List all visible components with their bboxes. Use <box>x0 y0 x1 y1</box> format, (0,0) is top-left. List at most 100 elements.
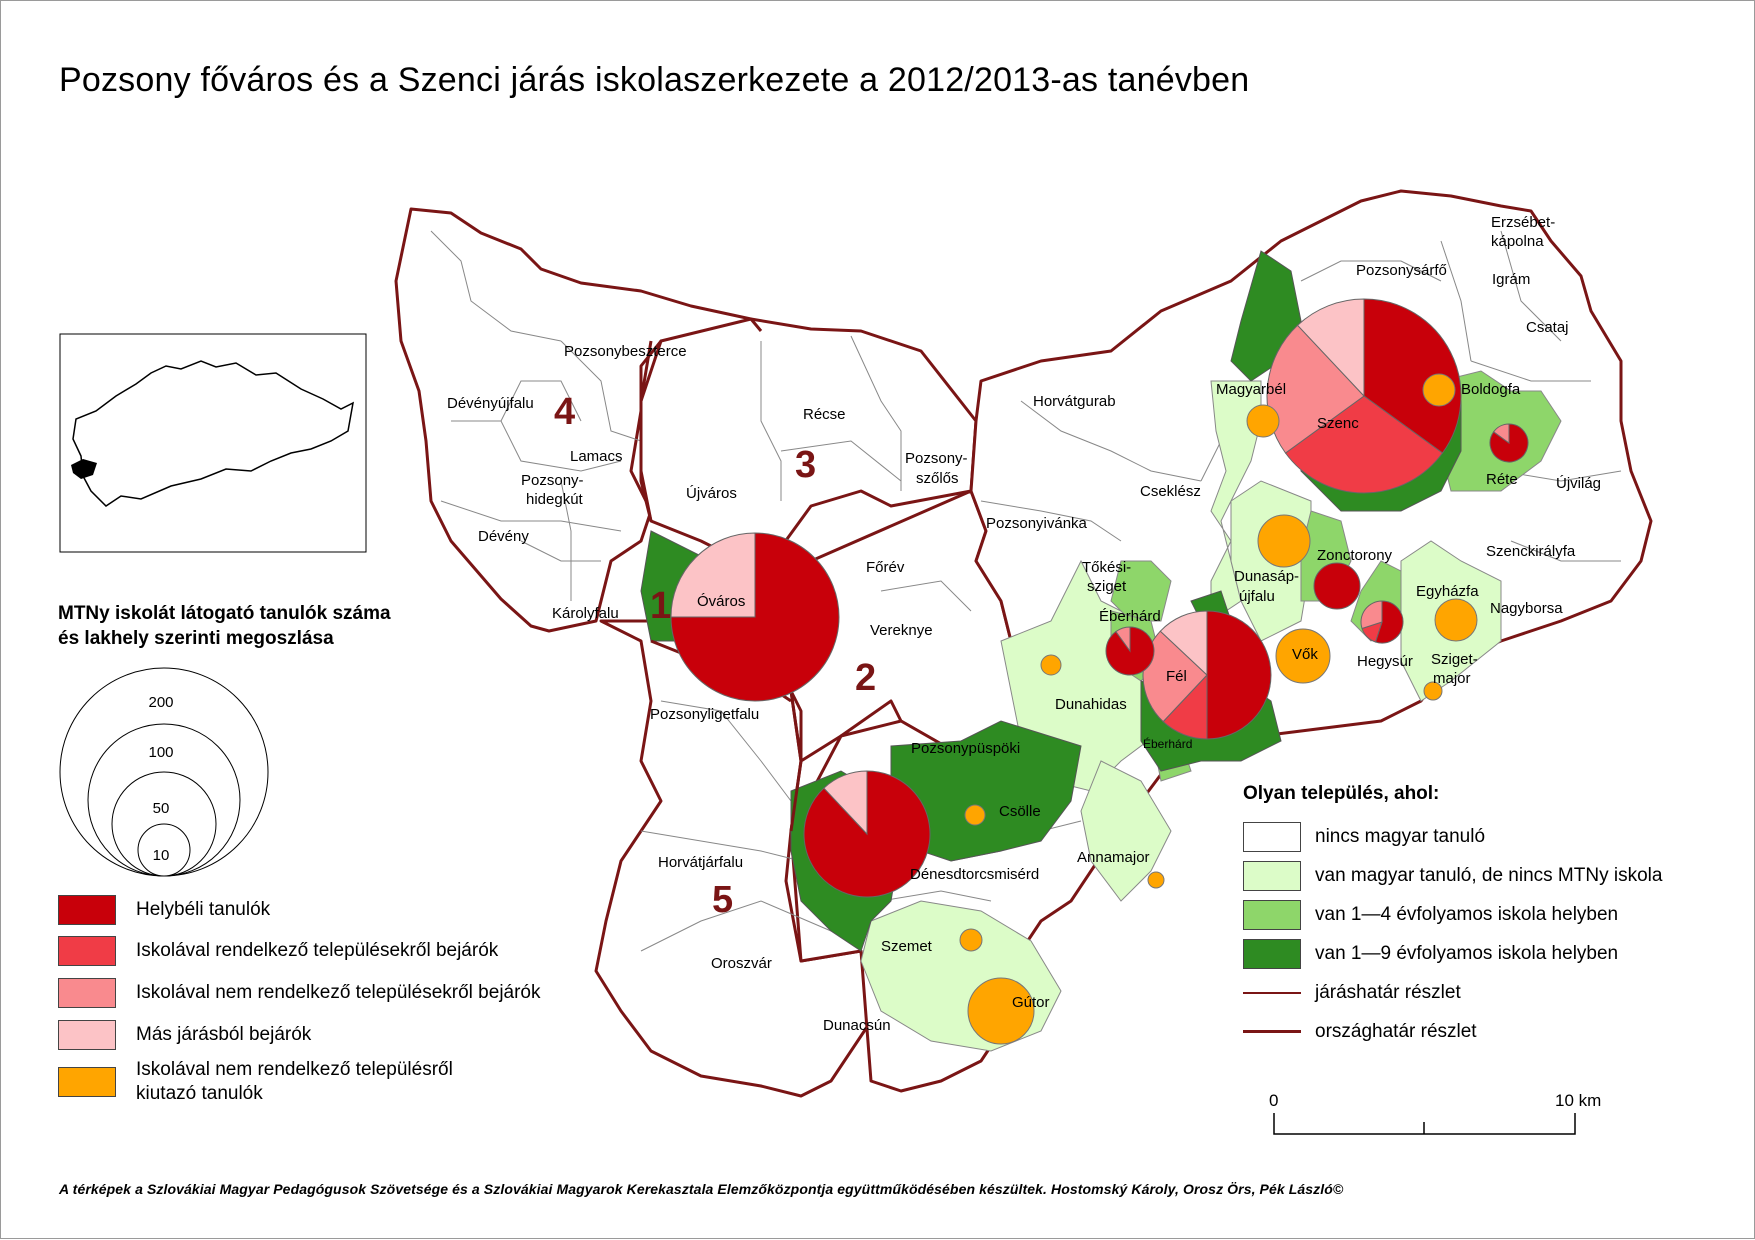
place-label: Pozsonybeszterce <box>564 343 687 360</box>
inset-slovakia-outline <box>72 360 355 507</box>
place-label: Pozsonypüspöki <box>911 740 1020 757</box>
size-legend-title: MTNy iskolát látogató tanulók száma és l… <box>58 601 391 651</box>
outgoing-students-circle <box>1246 404 1280 438</box>
legend-country-border: országhatár részlet <box>1243 1012 1662 1051</box>
size-legend-title-line1: MTNy iskolát látogató tanulók száma <box>58 603 391 624</box>
legend-label: van 1—4 évfolyamos iskola helyben <box>1315 903 1619 925</box>
place-label: Hegysúr <box>1357 653 1413 670</box>
size-legend-values: 200 100 50 10 <box>148 694 173 864</box>
district-number-4: 4 <box>554 391 575 433</box>
legend-swatch <box>58 1067 116 1097</box>
map-title: Pozsony főváros és a Szenci járás iskola… <box>59 61 1250 99</box>
outgoing-students-circle <box>1257 514 1311 568</box>
place-labels: Pozsonybeszterce Dévényújfalu Lamacs Poz… <box>447 214 1601 1034</box>
place-label: Károlyfalu <box>552 605 619 622</box>
place-label: Pozsonysárfő <box>1356 262 1447 279</box>
legend-swatch <box>58 895 116 925</box>
place-label: Dunahidas <box>1055 696 1127 713</box>
place-label: Pozsonyivánka <box>986 515 1088 532</box>
size-value-100: 100 <box>148 744 173 761</box>
place-label: major <box>1433 670 1471 687</box>
legend-district-border: járáshatár részlet <box>1243 973 1662 1012</box>
place-label: Horvátgurab <box>1033 393 1116 410</box>
size-value-10: 10 <box>153 847 170 864</box>
place-label: Gútor <box>1012 994 1050 1011</box>
place-label: Récse <box>803 406 846 423</box>
legend-swatch <box>1243 860 1301 891</box>
place-label: Csölle <box>999 803 1041 820</box>
size-value-50: 50 <box>153 800 170 817</box>
place-label: Dunasáp- <box>1234 568 1299 585</box>
pie-slice <box>1284 395 1444 494</box>
scale-bar <box>1273 1113 1576 1135</box>
outgoing-students-circle <box>959 928 983 952</box>
pie-slice <box>1363 298 1462 454</box>
inset-region-marker <box>71 459 97 479</box>
place-label: Dunacsún <box>823 1017 891 1034</box>
place-label: Magyarbél <box>1216 381 1286 398</box>
legend-label-line1: Iskolával nem rendelkező településről <box>136 1059 453 1080</box>
pie-slice <box>670 532 840 702</box>
pie-slice <box>1159 610 1208 677</box>
place-label: Szenckirályfa <box>1486 543 1576 560</box>
pie-slice <box>1115 626 1131 653</box>
place-label: Óváros <box>697 593 745 610</box>
place-label: Dévényújfalu <box>447 395 534 412</box>
place-label: Pozsony- <box>905 450 968 467</box>
place-label: Annamajor <box>1077 849 1150 866</box>
place-label: Főrév <box>866 559 905 576</box>
legend-label: országhatár részlet <box>1315 1020 1477 1042</box>
pie-slice <box>823 770 868 836</box>
place-label: Fél <box>1166 668 1187 685</box>
place-label: hidegkút <box>526 491 584 508</box>
size-legend-circles <box>59 667 269 877</box>
pie-slice <box>1360 600 1383 630</box>
place-label: kápolna <box>1491 233 1544 250</box>
place-label: Dévény <box>478 528 529 545</box>
district-numbers: 1 2 3 4 5 <box>554 391 876 921</box>
legend-swatch <box>1243 938 1301 969</box>
place-label: Újváros <box>686 485 737 502</box>
place-label: Igrám <box>1492 271 1530 288</box>
legend-label: van 1—9 évfolyamos iskola helyben <box>1315 942 1619 964</box>
place-label: Csataj <box>1526 319 1569 336</box>
place-label: Boldogfa <box>1461 381 1521 398</box>
outgoing-students-circle <box>1422 373 1456 407</box>
place-label: Horvátjárfalu <box>658 854 743 871</box>
legend-commuters-no-school-settlements: Iskolával nem rendelkező településekről … <box>58 977 541 1009</box>
place-label: sziget <box>1087 578 1127 595</box>
legend-swatch <box>58 936 116 966</box>
outgoing-students-circle <box>1423 681 1443 701</box>
legend-label: Helybéli tanulók <box>136 899 271 920</box>
district-4-area <box>394 207 753 633</box>
place-label: Erzsébet- <box>1491 214 1555 231</box>
legend-swatch <box>1243 899 1301 930</box>
district-number-5: 5 <box>712 879 733 921</box>
legend-school-1-4: van 1—4 évfolyamos iskola helyben <box>1243 895 1662 934</box>
legend-label: járáshatár részlet <box>1315 981 1461 1003</box>
size-legend-title-line2: és lakhely szerinti megoszlása <box>58 628 334 649</box>
pie-slice <box>1206 610 1272 740</box>
legend-label: Iskolával nem rendelkező településekről … <box>136 982 541 1003</box>
place-label: Dénesdtorcsmisérd <box>910 866 1039 883</box>
place-label: újfalu <box>1239 588 1275 605</box>
scale-zero: 0 <box>1269 1091 1278 1110</box>
pie-slice <box>1142 630 1208 723</box>
place-label: Éberhárd <box>1099 608 1161 625</box>
legend-swatch <box>1243 821 1301 852</box>
legend-local-students: Helybéli tanulók <box>58 894 270 926</box>
place-label: Pozsonyligetfalu <box>650 706 759 723</box>
legend-label: Iskolával nem rendelkező településről ki… <box>136 1058 453 1106</box>
student-symbols <box>670 298 1529 1045</box>
legend-label: Más járásból bejárók <box>136 1024 312 1045</box>
outgoing-students-circle <box>1434 598 1478 642</box>
place-label: Nagyborsa <box>1490 600 1563 617</box>
pie-slice <box>1296 298 1365 398</box>
place-label: szőlős <box>916 470 959 487</box>
outgoing-students-circle <box>1147 871 1165 889</box>
place-label: Zonctorony <box>1317 547 1393 564</box>
size-value-200: 200 <box>148 694 173 711</box>
legend-commuters-school-settlements: Iskolával rendelkező településekről bejá… <box>58 935 498 967</box>
